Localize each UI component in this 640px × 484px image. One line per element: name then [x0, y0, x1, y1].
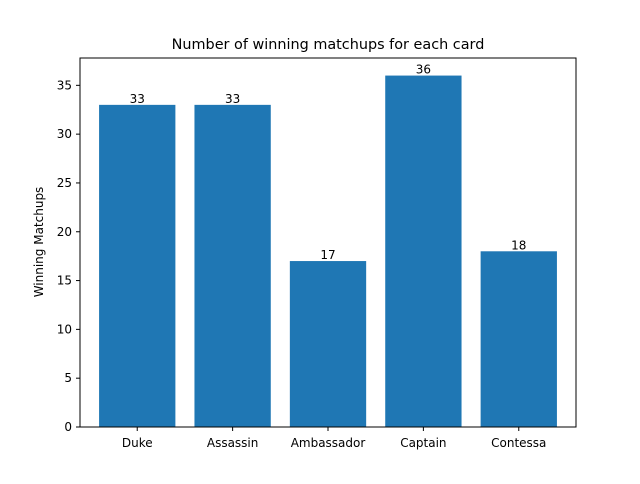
- y-tick-label: 35: [57, 78, 72, 92]
- bar-ambassador: [289, 261, 367, 427]
- y-tick-label: 5: [64, 371, 72, 385]
- x-tick-label: Contessa: [491, 436, 546, 450]
- y-axis: 0 5 10 15 20 25 30 35: [57, 78, 80, 434]
- x-axis: Duke Assassin Ambassador Captain Contessa: [122, 427, 546, 450]
- bar-assassin: [194, 104, 271, 428]
- value-label: 36: [416, 63, 431, 77]
- bar-contessa: [480, 251, 557, 427]
- y-tick-label: 25: [57, 176, 72, 190]
- y-tick-label: 15: [57, 274, 72, 288]
- y-axis-label: Winning Matchups: [32, 187, 46, 298]
- value-label: 33: [225, 92, 240, 106]
- bar-captain: [385, 75, 462, 427]
- y-tick-label: 0: [64, 420, 72, 434]
- bars-group: [99, 75, 557, 428]
- bar-duke: [99, 104, 176, 428]
- x-tick-label: Captain: [400, 436, 446, 450]
- x-tick-label: Assassin: [207, 436, 259, 450]
- chart-title: Number of winning matchups for each card: [172, 37, 485, 53]
- value-label: 33: [130, 92, 145, 106]
- y-tick-label: 20: [57, 225, 72, 239]
- y-tick-label: 10: [57, 322, 72, 336]
- x-tick-label: Duke: [122, 436, 153, 450]
- value-label: 17: [320, 248, 335, 262]
- value-label: 18: [511, 238, 526, 252]
- value-labels-group: 33 33 17 36 18: [130, 63, 527, 262]
- y-tick-label: 30: [57, 127, 72, 141]
- plot-frame: [79, 57, 577, 428]
- x-tick-label: Ambassador: [291, 436, 366, 450]
